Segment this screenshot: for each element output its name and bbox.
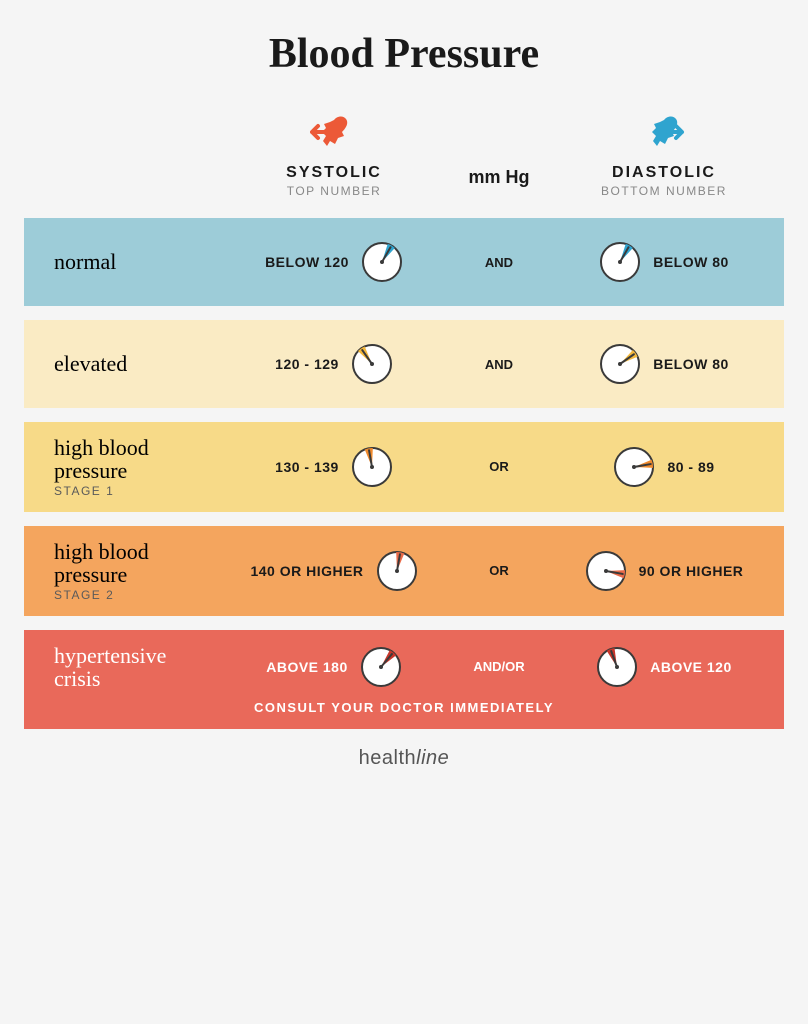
row-title: high bloodpressureSTAGE 1 (34, 436, 224, 498)
gauge-icon (585, 550, 627, 592)
conjunction: OR (444, 563, 554, 578)
brand-logo: healthline (24, 747, 784, 770)
diastolic-cell: ABOVE 120 (554, 646, 774, 688)
conjunction: AND (444, 255, 554, 270)
systolic-value: BELOW 120 (265, 254, 349, 270)
unit-label: mm Hg (444, 167, 554, 198)
systolic-value: 120 - 129 (275, 356, 339, 372)
systolic-cell: 120 - 129 (224, 343, 444, 385)
diastolic-cell: BELOW 80 (554, 241, 774, 283)
category-row: high bloodpressureSTAGE 1 130 - 139 OR 8… (24, 422, 784, 512)
gauge-icon (361, 241, 403, 283)
heart-right-icon (640, 108, 688, 156)
category-rows: normal BELOW 120 AND BELOW 80 elevated 1… (24, 218, 784, 729)
gauge-icon (599, 343, 641, 385)
diastolic-value: BELOW 80 (653, 356, 729, 372)
row-sublabel: STAGE 2 (54, 589, 224, 602)
systolic-value: 130 - 139 (275, 459, 339, 475)
systolic-cell: BELOW 120 (224, 241, 444, 283)
row-title: high bloodpressureSTAGE 2 (34, 540, 224, 602)
conjunction: OR (444, 459, 554, 474)
category-row: hypertensivecrisis ABOVE 180 AND/OR ABOV… (24, 630, 784, 729)
gauge-icon (351, 446, 393, 488)
column-header: SYSTOLIC TOP NUMBER mm Hg DIASTOLIC BOTT… (24, 108, 784, 218)
diastolic-sublabel: BOTTOM NUMBER (554, 184, 774, 198)
row-footer-note: CONSULT YOUR DOCTOR IMMEDIATELY (34, 700, 774, 715)
systolic-value: 140 OR HIGHER (250, 563, 363, 579)
row-sublabel: STAGE 1 (54, 485, 224, 498)
systolic-cell: ABOVE 180 (224, 646, 444, 688)
diastolic-cell: 80 - 89 (554, 446, 774, 488)
gauge-icon (351, 343, 393, 385)
diastolic-cell: BELOW 80 (554, 343, 774, 385)
gauge-icon (376, 550, 418, 592)
heart-left-icon (310, 108, 358, 156)
gauge-icon (596, 646, 638, 688)
gauge-icon (360, 646, 402, 688)
systolic-header: SYSTOLIC TOP NUMBER (224, 108, 444, 198)
page-title: Blood Pressure (24, 30, 784, 78)
diastolic-label: DIASTOLIC (554, 164, 774, 182)
systolic-sublabel: TOP NUMBER (224, 184, 444, 198)
diastolic-header: DIASTOLIC BOTTOM NUMBER (554, 108, 774, 198)
diastolic-value: ABOVE 120 (650, 659, 732, 675)
systolic-cell: 130 - 139 (224, 446, 444, 488)
systolic-cell: 140 OR HIGHER (224, 550, 444, 592)
conjunction: AND/OR (444, 659, 554, 674)
row-title: hypertensivecrisis (34, 644, 224, 690)
category-row: normal BELOW 120 AND BELOW 80 (24, 218, 784, 306)
category-row: high bloodpressureSTAGE 2 140 OR HIGHER … (24, 526, 784, 616)
diastolic-value: 80 - 89 (667, 459, 714, 475)
diastolic-cell: 90 OR HIGHER (554, 550, 774, 592)
gauge-icon (613, 446, 655, 488)
category-row: elevated 120 - 129 AND BELOW 80 (24, 320, 784, 408)
row-title: elevated (34, 352, 224, 375)
diastolic-value: BELOW 80 (653, 254, 729, 270)
conjunction: AND (444, 357, 554, 372)
diastolic-value: 90 OR HIGHER (639, 563, 744, 579)
gauge-icon (599, 241, 641, 283)
systolic-value: ABOVE 180 (266, 659, 348, 675)
row-title: normal (34, 250, 224, 273)
systolic-label: SYSTOLIC (224, 164, 444, 182)
